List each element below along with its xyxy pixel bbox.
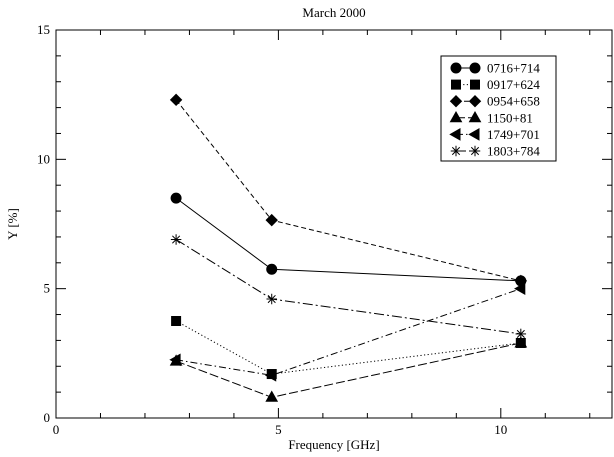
legend-marker [449,128,461,141]
data-point [169,93,183,107]
legend-label: 0917+624 [487,77,540,92]
legend-item: 0716+714 [450,61,540,76]
y-tick-label: 5 [44,281,51,296]
x-tick-label: 0 [53,422,60,437]
legend-marker [470,79,480,90]
legend-marker [468,94,482,108]
legend-marker [450,62,462,74]
legend-marker [469,62,481,74]
legend-item: 1803+784 [450,144,540,159]
series-line [175,342,521,398]
star-stroke [451,146,461,156]
legend-item: 1150+81 [449,110,533,125]
plot-frame [55,29,613,419]
data-point [264,368,277,382]
legend-label: 1749+701 [487,127,540,142]
legend-label: 1803+784 [487,144,540,159]
legend-item: 0917+624 [451,77,540,92]
star-stroke [267,294,276,304]
legend-label: 0954+658 [487,94,540,109]
y-tick-label: 0 [44,410,51,425]
data-point [515,328,527,340]
data-point [169,353,181,367]
data-point [514,336,528,348]
y-axis-title: Y [%] [5,208,20,240]
chart-title: March 2000 [302,5,365,20]
series-line [176,288,521,376]
y-tick-label: 15 [37,22,50,37]
data-point [171,316,182,326]
legend-item: 0954+658 [449,94,540,109]
axis-tick-labels: 0 5 10 0 5 10 15 [37,22,507,437]
legend-marker [468,111,482,123]
data-point [265,213,278,227]
series-line [175,239,521,335]
series-markers [169,93,528,402]
data-point [514,282,526,296]
legend-marker [451,79,461,90]
x-axis-title: Frequency [GHz] [288,437,379,452]
data-point [265,390,279,402]
legend-marker [468,128,480,141]
data-point [170,192,182,204]
legend-marker [469,145,481,157]
star-stroke [172,235,181,244]
data-point [170,234,182,245]
legend-marker [449,111,463,123]
legend-box [440,55,557,162]
legend-label: 1150+81 [487,110,533,125]
data-point [266,263,278,275]
legend-marker [450,145,462,157]
legend-label: 0716+714 [487,61,540,76]
legend-marker [449,94,463,108]
star-stroke [470,146,480,156]
legend-item: 1749+701 [449,127,540,142]
y-tick-label: 10 [37,151,50,166]
x-tick-label: 10 [494,422,507,437]
data-point [266,293,277,305]
axis-ticks [55,29,612,419]
x-tick-label: 5 [275,422,282,437]
series-line [175,320,521,375]
star-stroke [516,329,525,338]
